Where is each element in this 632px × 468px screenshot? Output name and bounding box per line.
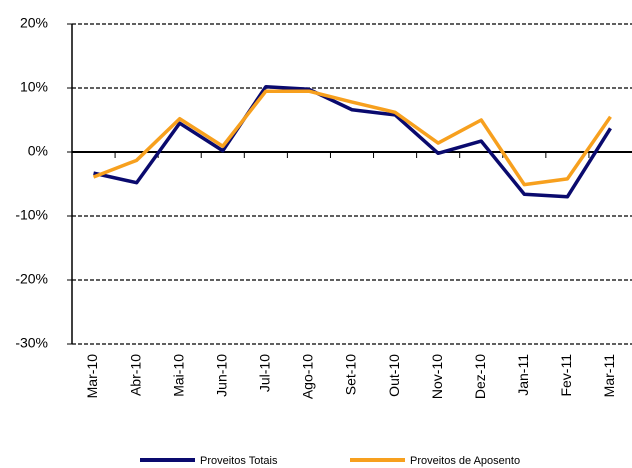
x-tick-label: Mar-10 [84,354,100,399]
x-tick-label: Dez-10 [472,354,488,399]
legend-label: Proveitos Totais [200,455,278,467]
x-tick-label: Nov-10 [429,354,445,399]
y-tick-label: -20% [15,271,48,287]
x-tick-label: Ago-10 [300,354,316,399]
x-tick-label: Fev-11 [558,354,574,397]
x-tick-label: Jan-11 [515,354,531,396]
series-line [93,84,612,199]
x-tick-label: Mar-11 [601,354,617,398]
y-tick-label: 0% [28,143,48,159]
y-tick-label: 10% [20,79,48,95]
y-tick-label: -10% [15,207,48,223]
legend-label: Proveitos de Aposento [410,455,520,467]
y-tick-label: 20% [20,15,48,31]
x-tick-label: Jun-10 [213,354,229,397]
x-tick-label: Set-10 [343,354,359,395]
x-tick-label: Mai-10 [170,354,186,397]
x-tick-label: Out-10 [386,354,402,397]
series-line [92,89,612,187]
x-tick-label: Jul-10 [257,354,273,392]
y-tick-label: -30% [15,335,48,351]
x-tick-label: Abr-10 [127,354,143,396]
